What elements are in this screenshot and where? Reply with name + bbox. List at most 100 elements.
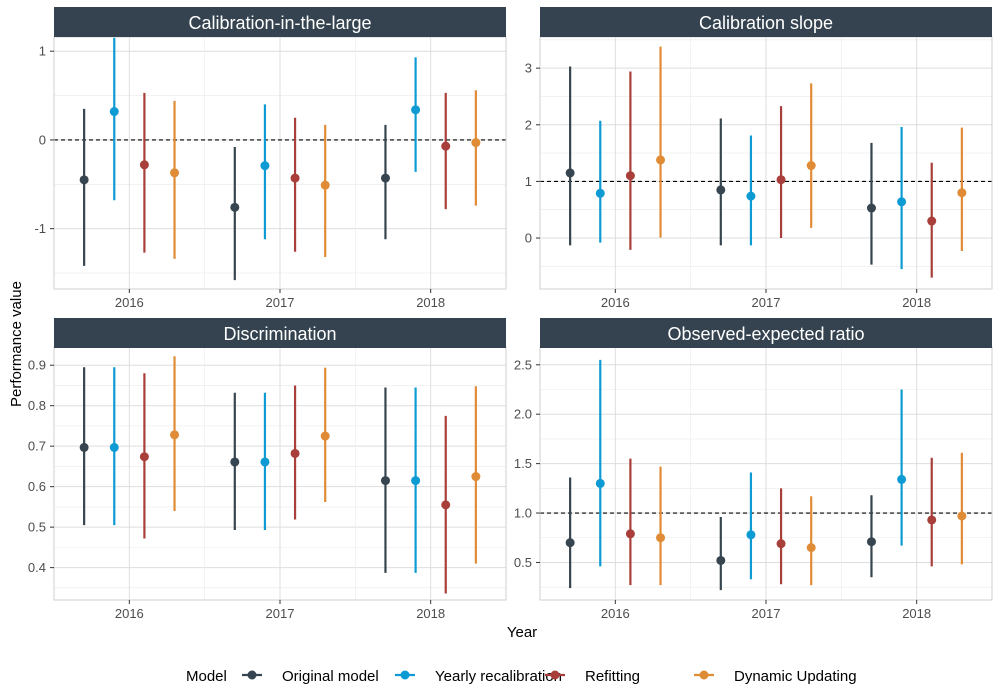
data-point xyxy=(79,175,89,185)
x-tick-label: 2017 xyxy=(752,295,781,310)
data-point xyxy=(625,171,635,181)
data-point xyxy=(565,538,575,548)
y-tick-label: 0.4 xyxy=(28,560,46,575)
data-point xyxy=(320,180,330,190)
data-point xyxy=(746,191,756,201)
y-tick-label: 1 xyxy=(525,174,532,189)
y-tick-label: 0 xyxy=(525,231,532,246)
facet-title: Observed-expected ratio xyxy=(667,324,864,344)
legend-label: Original model xyxy=(282,668,379,685)
data-point xyxy=(109,442,119,452)
data-point xyxy=(716,555,726,565)
data-point xyxy=(230,202,240,212)
data-point xyxy=(380,476,390,486)
x-tick-label: 2018 xyxy=(416,295,445,310)
x-tick-label: 2016 xyxy=(115,295,144,310)
x-tick-label: 2017 xyxy=(266,295,295,310)
data-point xyxy=(109,107,119,117)
legend-item: Yearly recalibration xyxy=(395,668,562,685)
facet-title: Calibration slope xyxy=(699,13,833,33)
legend-title: Model xyxy=(186,668,227,685)
data-point xyxy=(866,203,876,213)
legend-item: Dynamic Updating xyxy=(694,668,857,685)
data-point xyxy=(230,457,240,467)
y-tick-label: 0.9 xyxy=(28,358,46,373)
legend-key-point xyxy=(400,670,410,680)
facet-strip xyxy=(54,318,506,348)
data-point xyxy=(441,500,451,510)
data-point xyxy=(957,188,967,198)
legend: Model Original model Yearly recalibration… xyxy=(186,668,857,685)
y-tick-label: 1.5 xyxy=(514,456,532,471)
facet-title: Discrimination xyxy=(223,324,336,344)
data-point xyxy=(746,530,756,540)
facet-panel: 0.4 0.5 0.6 0.7 0.8 0.9 2016 2017 2018 Discrimina… xyxy=(28,318,507,621)
facet-strip xyxy=(540,7,992,37)
x-tick-label: 2016 xyxy=(601,606,630,621)
y-tick-label: 0.8 xyxy=(28,398,46,413)
y-tick-label: 0.6 xyxy=(28,479,46,494)
facet-strip xyxy=(54,7,506,37)
y-tick-label: -1 xyxy=(34,221,46,236)
data-point xyxy=(806,543,816,553)
facet-title: Calibration-in-the-large xyxy=(188,13,371,33)
x-tick-label: 2016 xyxy=(601,295,630,310)
y-tick-label: 3 xyxy=(525,61,532,76)
facet-panel: 0 1 2 3 2016 2017 2018 Calibration slope xyxy=(525,7,993,310)
data-point xyxy=(471,472,481,482)
legend-label: Yearly recalibration xyxy=(435,668,562,685)
data-point xyxy=(776,539,786,549)
data-point xyxy=(565,168,575,178)
facet-panels: -1 0 1 2016 2017 2018 Calibration-in-the-large… xyxy=(28,7,993,621)
x-tick-label: 2017 xyxy=(266,606,295,621)
legend-key-point xyxy=(550,670,560,680)
legend-key-point xyxy=(699,670,709,680)
y-tick-label: 0.5 xyxy=(514,555,532,570)
y-tick-label: 2.0 xyxy=(514,407,532,422)
facet-panel: 0.5 1.0 1.5 2.0 2.5 2016 2017 2018 Observed-expe… xyxy=(514,318,993,621)
data-point xyxy=(595,188,605,198)
y-tick-label: 0 xyxy=(39,132,46,147)
data-point xyxy=(776,175,786,185)
data-point xyxy=(656,155,666,165)
y-tick-label: 2 xyxy=(525,117,532,132)
legend-item: Original model xyxy=(242,668,379,685)
data-point xyxy=(380,173,390,183)
data-point xyxy=(139,452,149,462)
x-tick-label: 2017 xyxy=(752,606,781,621)
data-point xyxy=(471,138,481,148)
data-point xyxy=(897,197,907,207)
legend-label: Refitting xyxy=(585,668,640,685)
data-point xyxy=(139,160,149,170)
data-point xyxy=(170,430,180,440)
data-point xyxy=(806,161,816,171)
x-tick-label: 2016 xyxy=(115,606,144,621)
legend-label: Dynamic Updating xyxy=(734,668,857,685)
data-point xyxy=(656,533,666,543)
data-point xyxy=(716,185,726,195)
legend-item: Refitting xyxy=(545,668,640,685)
facet-panel: -1 0 1 2016 2017 2018 Calibration-in-the-large xyxy=(34,7,507,310)
x-tick-label: 2018 xyxy=(902,606,931,621)
y-axis-title: Performance value xyxy=(8,281,25,407)
data-point xyxy=(320,431,330,441)
data-point xyxy=(897,474,907,484)
data-point xyxy=(290,448,300,458)
data-point xyxy=(170,168,180,178)
y-tick-label: 1.0 xyxy=(514,506,532,521)
data-point xyxy=(957,511,967,521)
data-point xyxy=(79,442,89,452)
data-point xyxy=(927,515,937,525)
y-tick-label: 0.7 xyxy=(28,439,46,454)
data-point xyxy=(927,216,937,226)
y-tick-label: 1 xyxy=(39,44,46,59)
data-point xyxy=(595,478,605,488)
data-point xyxy=(290,173,300,183)
data-point xyxy=(625,529,635,539)
facet-strip xyxy=(540,318,992,348)
y-tick-label: 2.5 xyxy=(514,357,532,372)
x-tick-label: 2018 xyxy=(416,606,445,621)
data-point xyxy=(441,141,451,151)
data-point xyxy=(411,476,421,486)
data-point xyxy=(866,537,876,547)
